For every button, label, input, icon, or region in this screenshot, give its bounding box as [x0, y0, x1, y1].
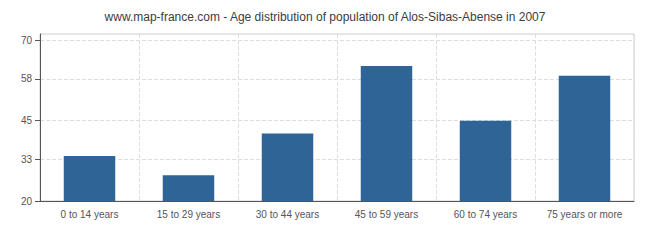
svg-text:www.map-france.com - Age distr: www.map-france.com - Age distribution of… — [104, 10, 546, 24]
svg-text:75 years or more: 75 years or more — [547, 209, 623, 220]
svg-text:33: 33 — [21, 154, 33, 165]
svg-text:70: 70 — [21, 35, 33, 46]
svg-text:15 to 29 years: 15 to 29 years — [157, 209, 220, 220]
svg-text:30 to 44 years: 30 to 44 years — [256, 209, 319, 220]
svg-text:20: 20 — [21, 196, 33, 207]
svg-text:45: 45 — [21, 115, 33, 126]
svg-text:60 to 74 years: 60 to 74 years — [454, 209, 517, 220]
svg-text:45 to 59 years: 45 to 59 years — [355, 209, 418, 220]
svg-text:58: 58 — [21, 73, 33, 84]
svg-text:0 to 14 years: 0 to 14 years — [61, 209, 119, 220]
